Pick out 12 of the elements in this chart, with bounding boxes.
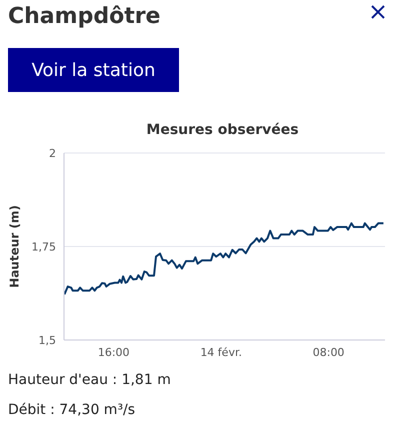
y-tick-label: 1,75	[32, 240, 56, 254]
chart-title: Mesures observées	[145, 122, 300, 138]
x-tick-label: 08:00	[312, 346, 344, 359]
text: Débit : 74,30 m³/s	[8, 402, 136, 418]
text: Voir la station	[8, 48, 179, 92]
y-axis-title: Hauteur (m)	[7, 205, 22, 288]
text: Hauteur d'eau : 1,81 m	[8, 372, 171, 388]
x-tick-label: 16:00	[98, 346, 130, 359]
y-tick-label: 1,5	[38, 334, 56, 347]
y-tick-label: 2	[49, 146, 56, 160]
x-tick-label: 14 févr.	[200, 346, 242, 359]
text: Champdôtre	[8, 4, 160, 29]
